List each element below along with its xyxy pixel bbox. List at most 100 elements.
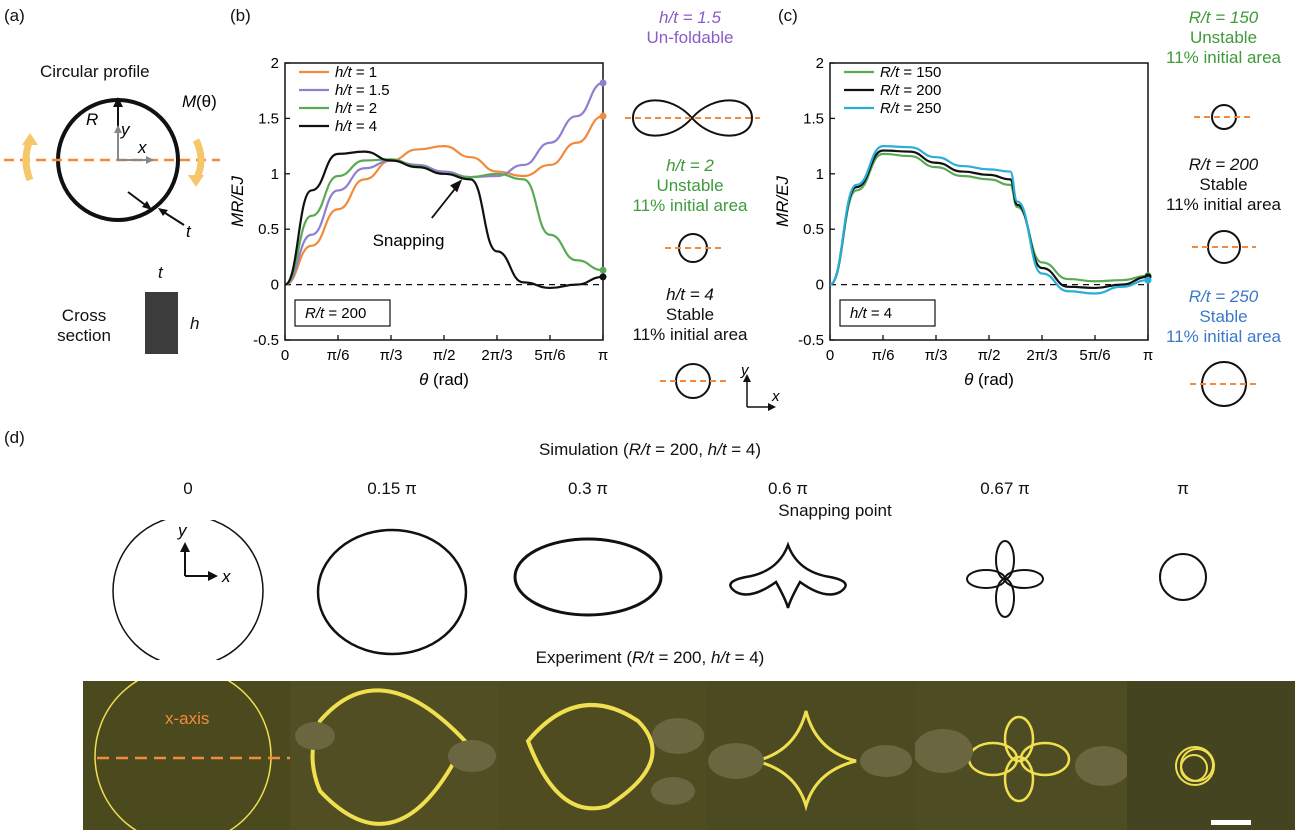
sim-axis-x: x	[221, 567, 231, 586]
inset-label: R/t = 200	[305, 305, 366, 322]
c-shape3-line3: 11% initial area	[1166, 327, 1281, 346]
cross-section-label: Cross section	[44, 306, 124, 346]
stage-label: 0.3 π	[567, 479, 609, 498]
y-tick-label: 0.5	[258, 221, 279, 238]
c-shape1-line2: Unstable	[1189, 28, 1258, 47]
series-endpoint	[1144, 276, 1152, 284]
cross-section-h-label: h	[190, 314, 200, 333]
right-rotation-arrow-icon	[188, 138, 205, 187]
y-tick-label: 1	[816, 166, 824, 183]
y-tick-label: -0.5	[253, 332, 279, 349]
c-shape1-caption: R/t = 150 Unstable 11% initial area	[1152, 8, 1295, 68]
y-tick-label: 1.5	[803, 110, 824, 127]
x-tick-label: π/2	[433, 347, 456, 364]
panel-label-c: (c)	[778, 6, 798, 25]
series-line	[284, 158, 604, 286]
c-shape3-line2: Stable	[1199, 307, 1248, 326]
sim-axis-y: y	[177, 521, 188, 540]
y-axis-title: MR/EJ	[228, 176, 247, 228]
x-tick-label: π/2	[978, 347, 1001, 364]
cross-section-rect	[145, 292, 178, 354]
cross-section-line2: section	[57, 326, 111, 345]
moment-theta-label: (θ)	[196, 92, 217, 111]
series-line	[829, 149, 1149, 290]
b-shape3-caption: h/t = 4 Stable 11% initial area	[605, 285, 775, 345]
legend-label: h/t = 4	[335, 118, 377, 135]
x-axis-title: θ (rad)	[964, 370, 1014, 389]
inset-box	[839, 299, 936, 327]
cross-section-line1: Cross	[61, 306, 107, 325]
y-tick-label: 0	[271, 277, 279, 294]
x-tick-label: π	[1143, 347, 1153, 364]
series-endpoint	[599, 112, 607, 120]
experiment-photo-4	[706, 681, 915, 830]
panel-label-d: (d)	[4, 428, 25, 447]
legend-label: h/t = 2	[335, 100, 377, 117]
b-shape2-circle	[665, 233, 721, 263]
b-shape1-caption: h/t = 1.5 Un-foldable	[615, 8, 765, 48]
sim-shape-06-snapping	[729, 541, 847, 609]
c-shape1-circle	[1194, 104, 1254, 130]
y-label: y	[120, 120, 131, 139]
c-shape1-line1: R/t = 150	[1188, 8, 1259, 27]
y-tick-label: 1.5	[258, 110, 279, 127]
b-shape3-circle	[660, 363, 726, 399]
x-tick-label: π/3	[380, 347, 403, 364]
scale-bar	[1211, 820, 1251, 825]
plot-frame	[829, 62, 1149, 341]
c-shape2-line2: Stable	[1199, 175, 1248, 194]
series-endpoint	[599, 79, 607, 87]
stage-label: 0.67 π	[980, 479, 1030, 498]
left-rotation-arrow-icon	[22, 133, 38, 182]
sim-shape-03-ellipse	[513, 537, 663, 617]
c-shape2-caption: R/t = 200 Stable 11% initial area	[1152, 155, 1295, 215]
t-label: t	[186, 222, 192, 241]
y-tick-label: 2	[816, 55, 824, 72]
panel-label-b: (b)	[230, 6, 251, 25]
x-tick-label: 0	[281, 347, 289, 364]
b-shape3-line1: h/t = 4	[666, 285, 714, 304]
thickness-arrow-out	[161, 210, 185, 226]
x-tick-label: π/6	[872, 347, 895, 364]
x-axis-label: x-axis	[165, 709, 209, 728]
cross-section-t-label: t	[158, 263, 163, 282]
moment-label: M	[182, 92, 197, 111]
series-line	[284, 115, 604, 286]
x-tick-label: 2π/3	[1026, 347, 1057, 364]
experiment-photo-6	[1127, 681, 1295, 830]
b-axes-x: x	[771, 388, 780, 405]
y-tick-label: 2	[271, 55, 279, 72]
panel-label-a: (a)	[4, 6, 25, 25]
annotation-arrow	[431, 186, 457, 219]
x-axis-title: θ (rad)	[419, 370, 469, 389]
b-axes-y: y	[740, 365, 750, 379]
c-shape3-circle	[1190, 361, 1258, 407]
simulation-shapes: y x	[112, 520, 1207, 660]
b-shape1-figure-eight	[625, 99, 760, 137]
b-shape2-line3: 11% initial area	[632, 196, 748, 215]
circular-profile-title: Circular profile	[40, 62, 150, 81]
x-label: x	[137, 138, 147, 157]
stage-label: π	[1177, 479, 1189, 498]
c-shape3-line1: R/t = 250	[1188, 287, 1259, 306]
sim-shape-067-clover	[966, 540, 1044, 618]
chart-panel-c: -0.500.511.520 π/6 π/3 π/2 2π/3 5π/6 πθ (rad)M…	[773, 55, 1153, 389]
x-tick-label: 5π/6	[534, 347, 565, 364]
experiment-photo-5	[915, 681, 1127, 830]
c-shape2-circle	[1192, 230, 1256, 264]
y-tick-label: 0.5	[803, 221, 824, 238]
legend-label: R/t = 200	[880, 82, 941, 99]
y-axis-title: MR/EJ	[773, 176, 792, 228]
series-line	[284, 150, 604, 290]
series-endpoint	[599, 273, 607, 281]
legend-label: R/t = 150	[880, 64, 941, 81]
x-tick-label: π/6	[327, 347, 350, 364]
c-shape2-line3: 11% initial area	[1166, 195, 1281, 214]
experiment-photo-3	[498, 681, 706, 830]
sim-shape-015-ellipse	[316, 528, 468, 656]
x-tick-label: 0	[826, 347, 834, 364]
x-tick-label: 2π/3	[481, 347, 512, 364]
series-line	[829, 144, 1149, 295]
b-axes-icon: y x	[740, 365, 780, 411]
b-shape2-line2: Unstable	[656, 176, 724, 195]
